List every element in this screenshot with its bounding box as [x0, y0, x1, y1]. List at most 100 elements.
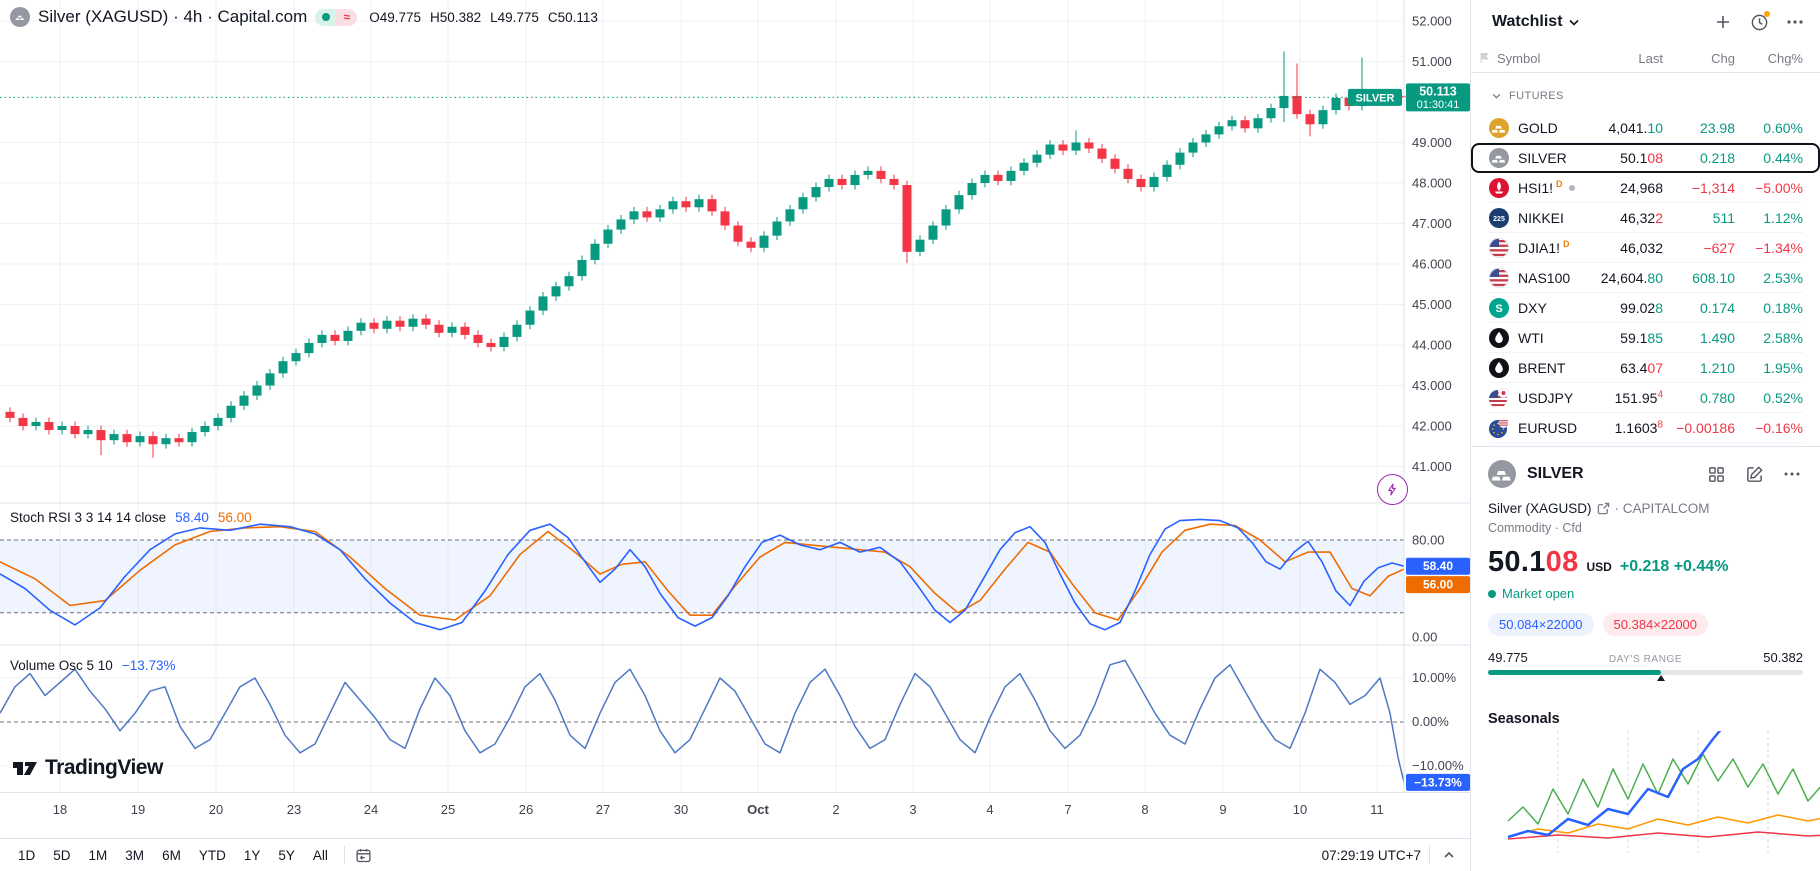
range-button-1y[interactable]: 1Y	[243, 847, 261, 863]
last-value: 63.407	[1620, 360, 1663, 376]
collapse-toolbar-icon[interactable]	[1438, 844, 1460, 866]
range-button-ytd[interactable]: YTD	[198, 847, 226, 863]
watchlist-row-djia1[interactable]: DJIA1! D 46,032 −627 −1.34%	[1471, 233, 1820, 263]
flag-column-icon[interactable]	[1479, 52, 1491, 64]
ohlc-h: H50.382	[430, 9, 482, 25]
svg-text:50.113: 50.113	[1419, 84, 1457, 98]
symbol-label: SILVER	[1518, 150, 1567, 166]
chg-value: 1.490	[1699, 330, 1735, 346]
layout-grid-icon[interactable]	[1705, 463, 1727, 485]
range-low: 49.775	[1488, 650, 1528, 665]
volume-osc-title: Volume Osc 5 10	[10, 658, 113, 673]
ask-pill[interactable]: 50.384×22000	[1602, 613, 1709, 636]
time-tick: 18	[52, 802, 68, 817]
svg-text:42.000: 42.000	[1412, 419, 1452, 434]
chgp-value: −5.00%	[1755, 180, 1803, 196]
column-chg[interactable]: Chg	[1711, 50, 1735, 66]
time-tick: 20	[208, 802, 224, 817]
range-button-1d[interactable]: 1D	[18, 847, 36, 863]
history-icon[interactable]	[1748, 11, 1770, 33]
seasonals-chart[interactable]	[1488, 731, 1820, 853]
watchlist-row-nikkei[interactable]: 225 NIKKEI 46,322 511 1.12%	[1471, 203, 1820, 233]
bid-pill[interactable]: 50.084×22000	[1488, 613, 1594, 636]
chg-value: −1,314	[1691, 180, 1735, 196]
watchlist-title: Watchlist	[1492, 13, 1563, 30]
watchlist-row-nas100[interactable]: NAS100 24,604.80 608.10 2.53%	[1471, 263, 1820, 293]
goto-date-icon[interactable]	[353, 844, 375, 866]
watchlist-row-gold[interactable]: GOLD 4,041.10 23.98 0.60%	[1471, 113, 1820, 143]
detail-menu-icon[interactable]	[1781, 463, 1803, 485]
svg-text:48.000: 48.000	[1412, 176, 1452, 191]
oil-icon	[1489, 328, 1509, 348]
us-flag-icon	[1489, 238, 1509, 258]
svg-text:S: S	[1495, 303, 1502, 315]
bottom-toolbar: 1D 5D 1M 3M 6M YTD 1Y 5Y All 07:29:19 UTC+7	[0, 838, 1470, 871]
last-value: 50.108	[1620, 150, 1663, 166]
chart-area[interactable]: 52.000 51.000 49.000 48.000 47.000 46.000 45.0…	[0, 0, 1470, 871]
market-open-dot-icon	[1488, 589, 1496, 598]
oil-icon	[1489, 358, 1509, 378]
time-axis[interactable]: 18 19 20 23 24 25 26 27 30 Oct 2 3 4 7 8 9 10 11	[0, 792, 1470, 838]
watchlist-row-silver[interactable]: SILVER 50.108 0.218 0.44%	[1471, 143, 1820, 173]
watchlist-title-button[interactable]: Watchlist	[1492, 13, 1579, 31]
symbol-label: NIKKEI	[1518, 210, 1564, 226]
status-pills[interactable]: ≈	[315, 8, 358, 26]
detail-description[interactable]: Silver (XAGUSD)	[1488, 501, 1592, 516]
column-last[interactable]: Last	[1638, 50, 1663, 66]
watchlist-row-wti[interactable]: WTI 59.185 1.490 2.58%	[1471, 323, 1820, 353]
compose-note-icon[interactable]	[1743, 463, 1765, 485]
external-link-icon[interactable]	[1597, 502, 1610, 515]
seasonals-title: Seasonals	[1488, 711, 1560, 727]
chg-value: 0.218	[1699, 150, 1735, 166]
detail-price: 50.108	[1488, 546, 1579, 578]
range-button-5y[interactable]: 5Y	[278, 847, 295, 863]
chgp-value: 0.52%	[1763, 390, 1803, 406]
range-label: DAY'S RANGE	[1608, 654, 1683, 665]
watchlist-row-eurusd[interactable]: EURUSD 1.16038 −0.00186 −0.16%	[1471, 413, 1820, 443]
watchlist-row-brent[interactable]: BRENT 63.407 1.210 1.95%	[1471, 353, 1820, 383]
clock-utc[interactable]: 07:29:19 UTC+7	[1321, 847, 1421, 863]
time-tick: Oct	[747, 802, 769, 817]
boost-lightning-icon[interactable]	[1377, 474, 1408, 505]
stoch-k-value: 58.40	[175, 510, 209, 525]
watchlist-menu-icon[interactable]	[1784, 11, 1806, 33]
market-status[interactable]: Market open	[1488, 586, 1803, 601]
futures-section-header[interactable]: FUTURES	[1471, 81, 1820, 111]
last-value: 1.16038	[1614, 419, 1663, 436]
chart-header: Silver (XAGUSD) · 4h · Capital.com ≈ O49…	[10, 7, 598, 27]
column-symbol[interactable]: Symbol	[1497, 50, 1541, 66]
last-value: 99.028	[1620, 300, 1663, 316]
symbol-label: BRENT	[1518, 360, 1566, 376]
range-button-1m[interactable]: 1M	[88, 847, 108, 863]
range-button-5d[interactable]: 5D	[53, 847, 71, 863]
watchlist-row-dxy[interactable]: S DXY 99.028 0.174 0.18%	[1471, 293, 1820, 323]
svg-text:−10.00%: −10.00%	[1412, 758, 1464, 773]
svg-text:44.000: 44.000	[1412, 338, 1452, 353]
svg-text:45.000: 45.000	[1412, 297, 1452, 312]
silver-symbol-icon	[10, 7, 30, 27]
time-tick: 25	[440, 802, 456, 817]
ohlc-o: O49.775	[369, 9, 422, 25]
range-button-6m[interactable]: 6M	[162, 847, 181, 863]
watchlist-columns: Symbol Last Chg Chg%	[1471, 44, 1820, 73]
chg-value: 608.10	[1692, 270, 1735, 286]
svg-text:SILVER: SILVER	[1356, 92, 1395, 104]
chart-panes[interactable]: 52.000 51.000 49.000 48.000 47.000 46.000 45.0…	[0, 0, 1470, 792]
chart-title[interactable]: Silver (XAGUSD) · 4h · Capital.com	[38, 7, 308, 26]
svg-text:10.00%: 10.00%	[1412, 670, 1457, 685]
add-symbol-icon[interactable]	[1712, 11, 1734, 33]
delayed-badge: D	[1556, 179, 1563, 189]
watchlist-row-hsi1[interactable]: HSI1! D 24,968 −1,314 −5.00%	[1471, 173, 1820, 203]
stoch-rsi-title-row[interactable]: Stoch RSI 3 3 14 14 close 58.40 56.00	[10, 510, 252, 525]
range-button-3m[interactable]: 3M	[125, 847, 145, 863]
tradingview-logo[interactable]: TradingView	[12, 755, 163, 781]
watchlist-row-usdjpy[interactable]: USDJPY 151.954 0.780 0.52%	[1471, 383, 1820, 413]
ohlc-c: C50.113	[547, 9, 598, 25]
watchlist-rows: GOLD 4,041.10 23.98 0.60% SILVER 50.108 0.218 0…	[1471, 113, 1820, 443]
column-chgp[interactable]: Chg%	[1767, 50, 1803, 66]
detail-symbol: SILVER	[1527, 465, 1584, 482]
range-button-all[interactable]: All	[312, 847, 328, 863]
svg-text:51.000: 51.000	[1412, 54, 1452, 69]
volume-osc-title-row[interactable]: Volume Osc 5 10 −13.73%	[10, 658, 175, 673]
symbol-label: DXY	[1518, 300, 1547, 316]
